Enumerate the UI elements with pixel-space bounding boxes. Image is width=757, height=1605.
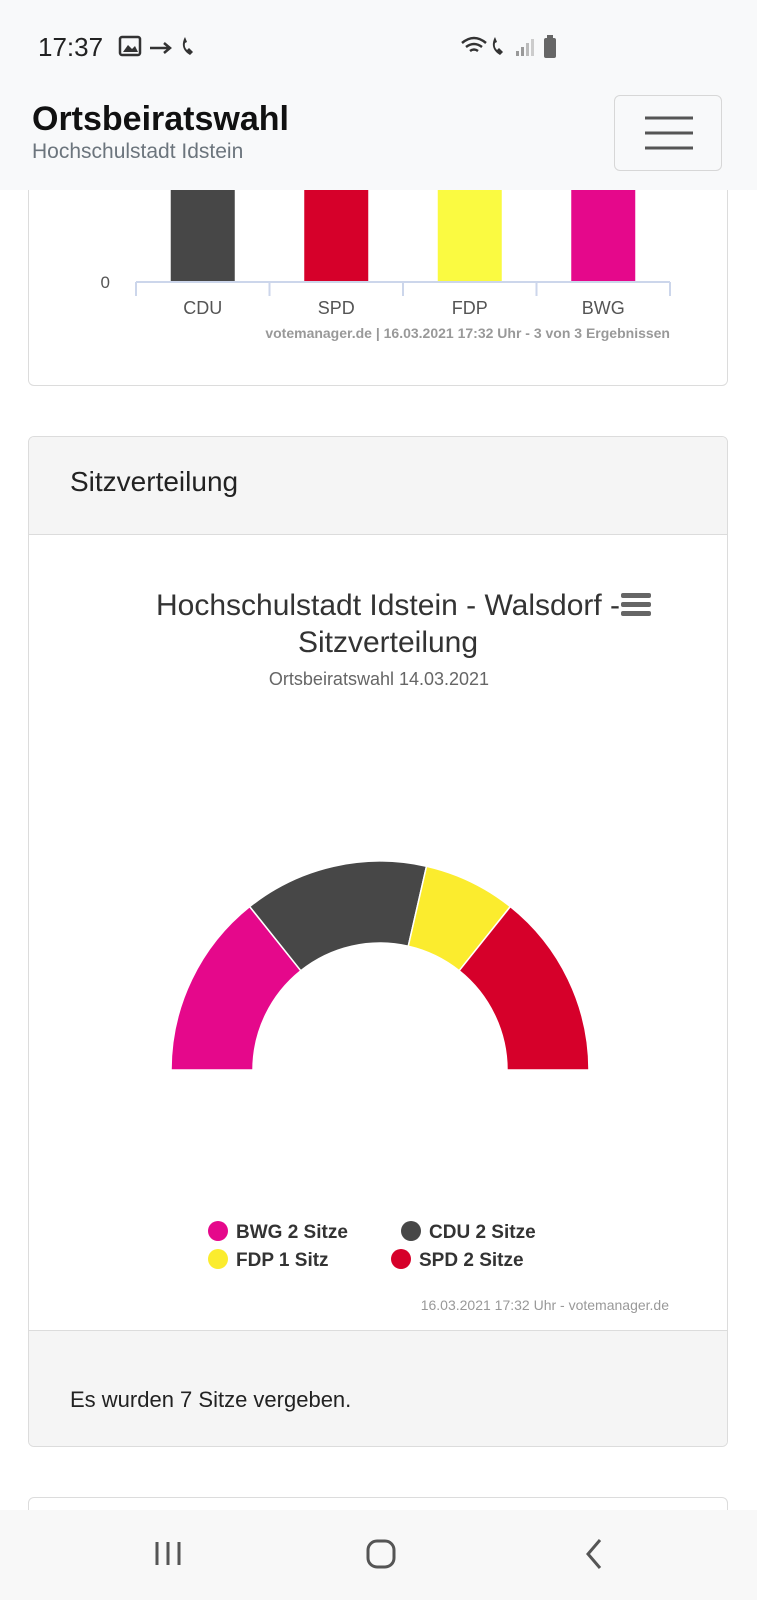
top-bar: 17:37 Ortsbeiratswahl Hochschulstadt Ids… bbox=[0, 0, 757, 190]
clock: 17:37 bbox=[38, 32, 104, 62]
app-title: Ortsbeiratswahl bbox=[32, 100, 289, 138]
x-tick-label: CDU bbox=[183, 298, 222, 318]
card-heading: Sitzverteilung bbox=[70, 466, 239, 497]
x-tick-label: FDP bbox=[452, 298, 488, 318]
footer-text: Es wurden 7 Sitze vergeben. bbox=[70, 1387, 352, 1412]
legend-symbol bbox=[401, 1221, 421, 1241]
legend-symbol bbox=[208, 1249, 228, 1269]
app-subtitle: Hochschulstadt Idstein bbox=[32, 140, 244, 163]
bar-credit: votemanager.de | 16.03.2021 17:32 Uhr - … bbox=[265, 325, 670, 341]
legend-label: FDP 1 Sitz bbox=[236, 1250, 329, 1271]
status-right-icons bbox=[461, 35, 556, 58]
nav-bar bbox=[0, 1510, 757, 1600]
x-tick-label: BWG bbox=[582, 298, 625, 318]
menu-button[interactable] bbox=[614, 95, 722, 171]
legend-symbol bbox=[391, 1249, 411, 1269]
nav-icons bbox=[155, 1539, 602, 1569]
card-footer bbox=[29, 1330, 727, 1446]
chart-credit: 16.03.2021 17:32 Uhr - votemanager.de bbox=[420, 1297, 669, 1313]
status-icons bbox=[118, 35, 193, 57]
y-tick-label: 0 bbox=[101, 273, 110, 292]
legend-symbol bbox=[208, 1221, 228, 1241]
menu-icon bbox=[645, 116, 693, 150]
chart-title: Hochschulstadt Idstein - Walsdorf - Sitz… bbox=[155, 589, 621, 659]
seat-card: Sitzverteilung Hochschulstadt Idstein - … bbox=[28, 436, 728, 1447]
seat-arc bbox=[458, 905, 590, 1071]
chart-menu[interactable] bbox=[621, 591, 653, 619]
card-header bbox=[29, 437, 727, 535]
legend-label: BWG 2 Sitze bbox=[236, 1222, 348, 1243]
seat-chart: BWG 2 Sitze CDU 2 Sitze FDP 1 Sitz SPD 2 Si… bbox=[170, 860, 590, 1271]
chart-subtitle: Ortsbeiratswahl 14.03.2021 bbox=[268, 669, 490, 689]
legend-label: CDU 2 Sitze bbox=[429, 1222, 536, 1243]
legend-label: SPD 2 Sitze bbox=[419, 1250, 524, 1271]
x-tick-label: SPD bbox=[318, 298, 355, 318]
